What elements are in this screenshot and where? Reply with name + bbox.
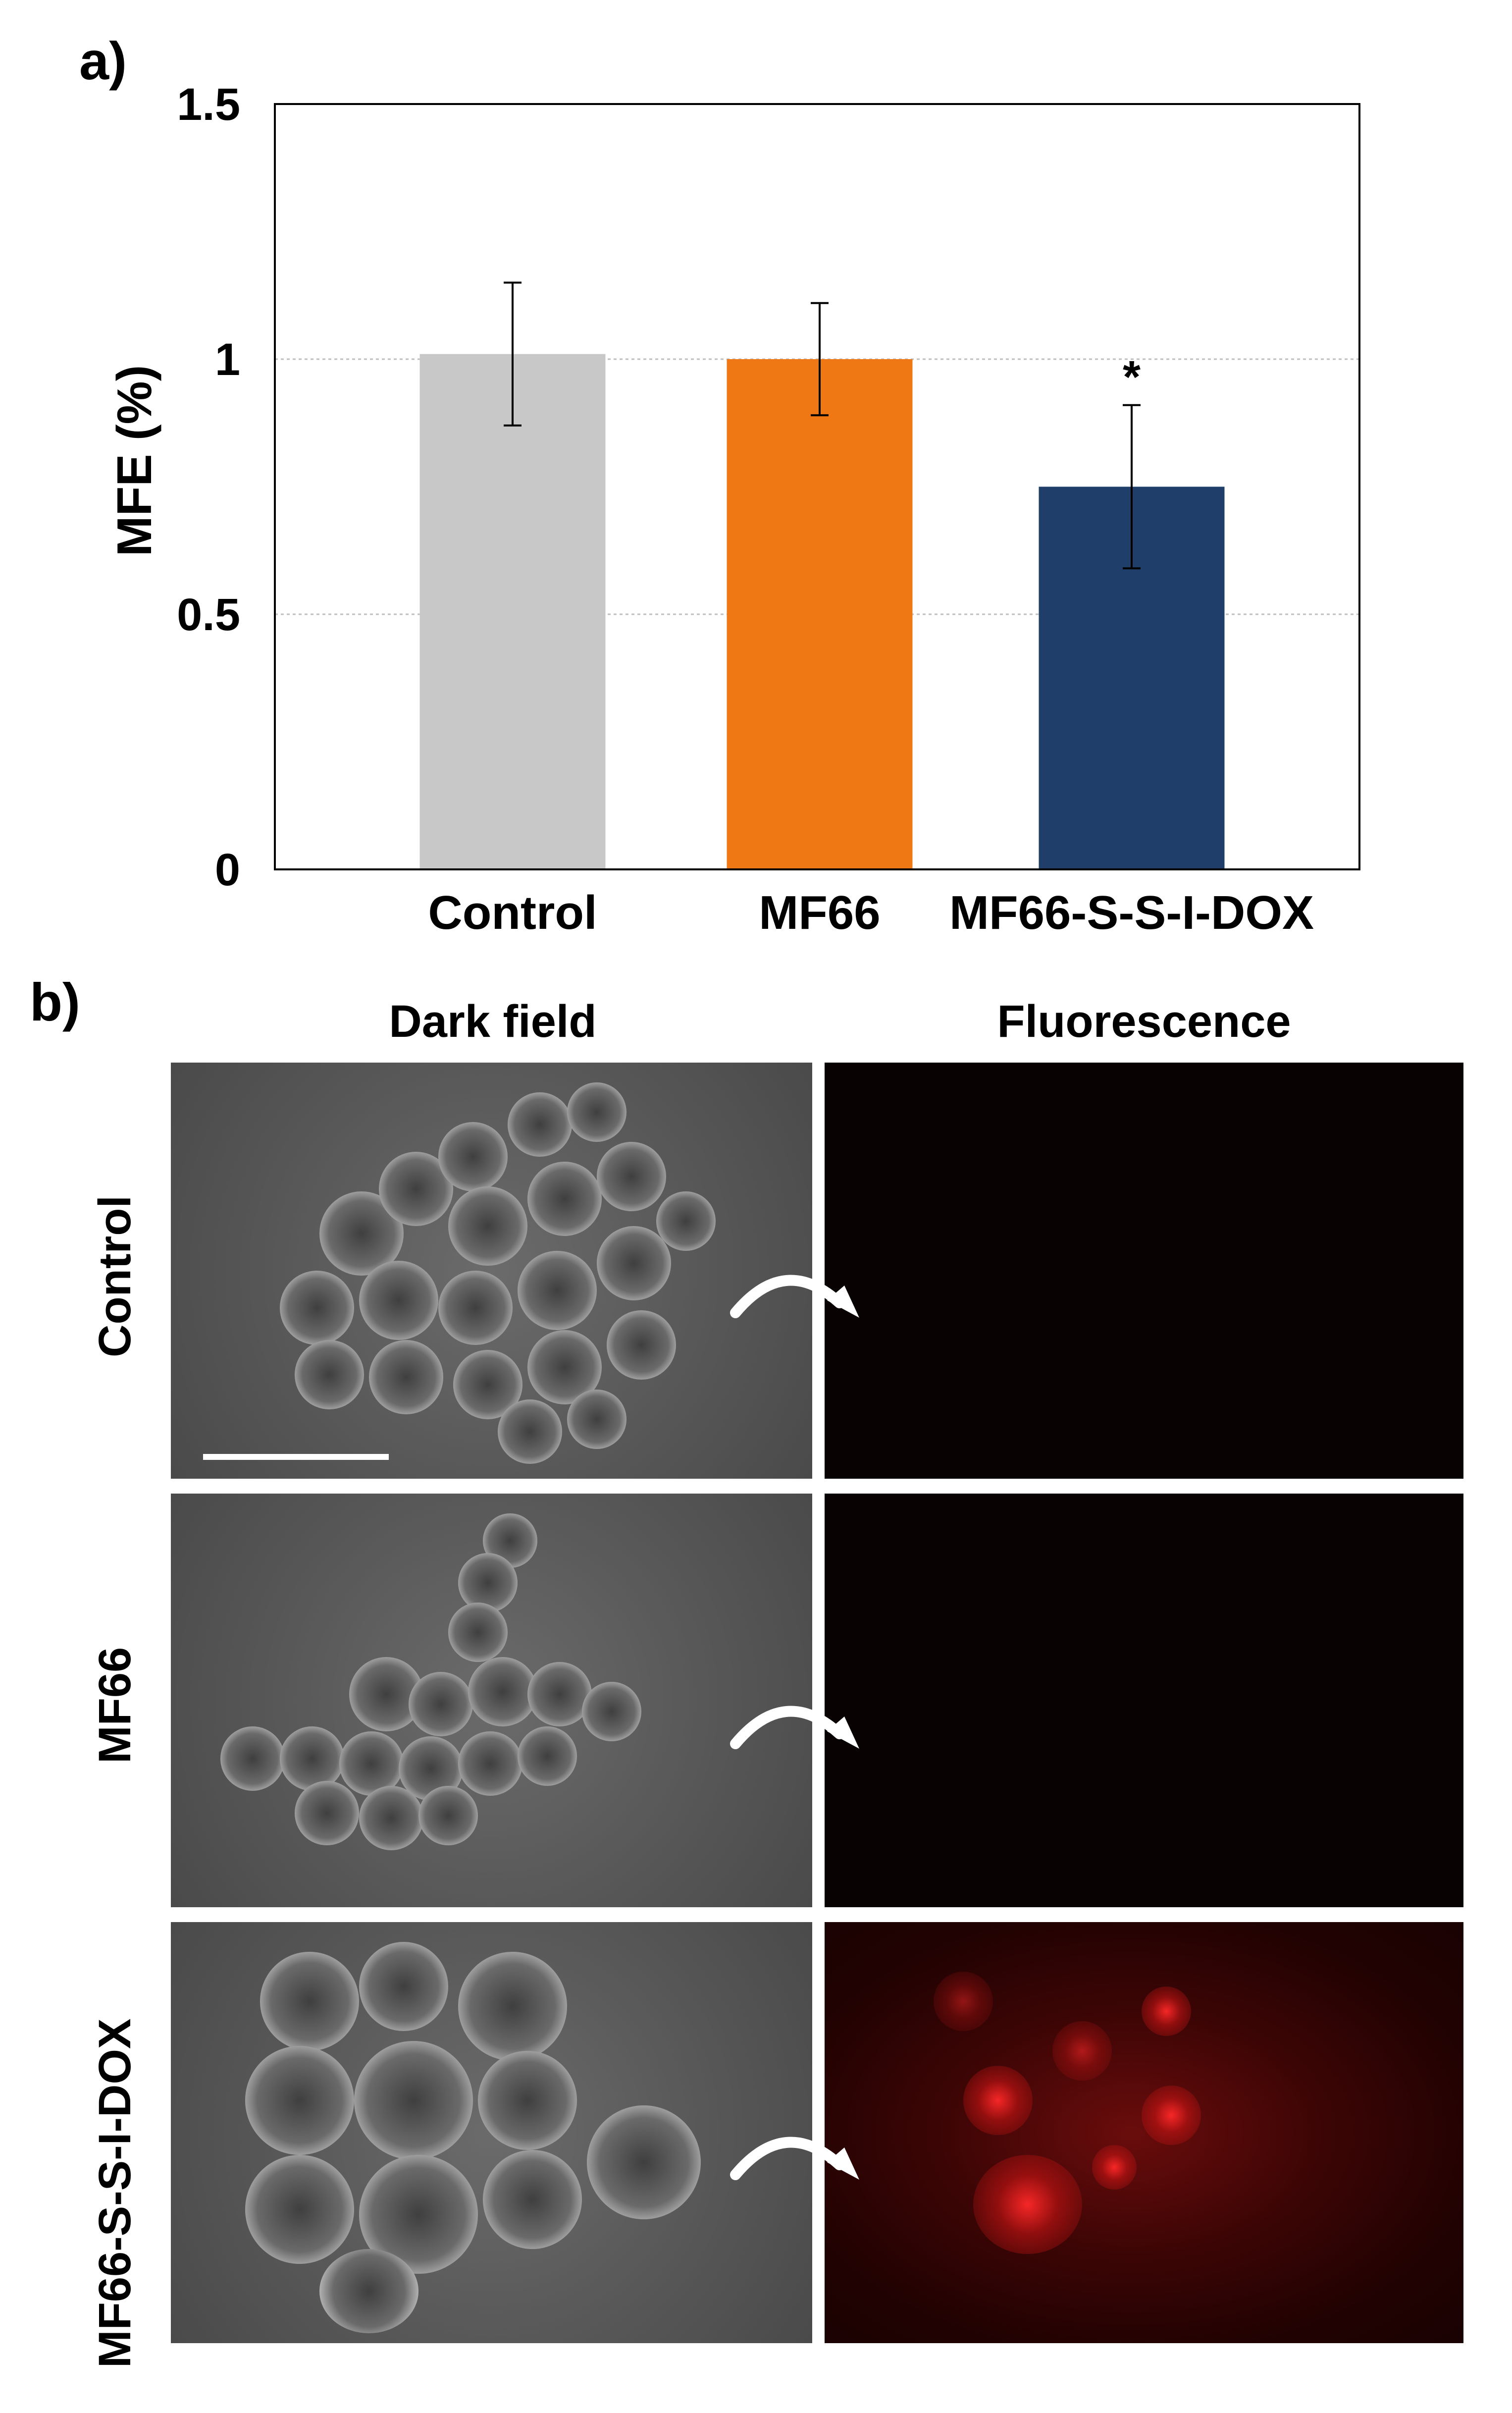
column-header-fluorescence: Fluorescence (997, 996, 1291, 1047)
row-label-mf66-s-s-i-dox: MF66-S-S-I-DOX (90, 2018, 140, 2368)
dark-field-image-control (171, 1063, 812, 1479)
scale-bar (203, 1454, 389, 1460)
bar-control (419, 354, 606, 870)
y-tick-label: 1.5 (177, 79, 240, 130)
panel-b-label: b) (30, 972, 80, 1032)
annotations: * (1123, 352, 1141, 403)
column-header-dark-field: Dark field (389, 996, 597, 1047)
y-tick-label: 0 (215, 845, 240, 895)
curved-arrow-icon (730, 2137, 859, 2180)
tick-labels: 0 0.5 1 1.5 (177, 79, 240, 895)
fluorescence-image-mf66-s-s-i-dox (825, 1922, 1463, 2343)
curved-arrow-icon (730, 1706, 859, 1749)
dark-field-image-mf66 (171, 1494, 812, 1907)
y-axis-label: MFE (%) (107, 365, 161, 557)
row-label-control: Control (90, 1195, 140, 1357)
category-label: MF66 (759, 886, 880, 939)
bar-mf66 (727, 359, 913, 869)
y-tick-label: 0.5 (177, 590, 240, 640)
fluorescence-image-control (825, 1063, 1463, 1479)
panel-a-label: a) (79, 31, 127, 91)
curved-arrow-icon (730, 1275, 859, 1318)
category-label: MF66-S-S-I-DOX (949, 886, 1314, 939)
plot-frame (274, 103, 1360, 870)
error-bars (504, 281, 1141, 570)
category-label: Control (428, 886, 597, 939)
category-labels: Control MF66 MF66-S-S-I-DOX (428, 886, 1314, 939)
bars (419, 354, 1225, 870)
dark-field-image-mf66-s-s-i-dox (171, 1922, 812, 2343)
axes (274, 103, 1360, 870)
fluorescence-image-mf66 (825, 1494, 1463, 1907)
bar-chart: 0 0.5 1 1.5 Control MF66 MF66-S-S-I-DOX * MFE… (107, 79, 1360, 939)
significance-marker: * (1123, 352, 1141, 403)
y-tick-label: 1 (215, 334, 240, 385)
row-label-mf66: MF66 (90, 1647, 140, 1764)
